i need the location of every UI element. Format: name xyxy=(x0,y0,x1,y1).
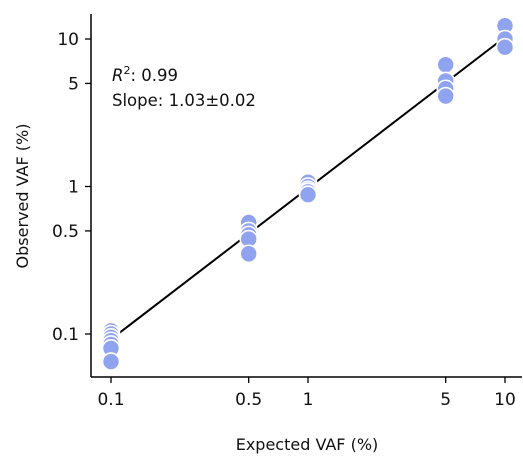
r-squared-symbol: R xyxy=(112,66,123,85)
data-point xyxy=(298,185,318,204)
data-point xyxy=(239,244,258,264)
r-squared-value: : 0.99 xyxy=(130,66,178,85)
data-point xyxy=(436,55,455,74)
data-point xyxy=(495,37,515,57)
x-tick-label: 0.1 xyxy=(97,390,124,410)
r-squared-superscript: 2 xyxy=(123,64,130,77)
y-tick-label: 0.1 xyxy=(52,325,79,345)
data-points xyxy=(101,16,515,371)
data-point xyxy=(436,86,455,106)
x-tick-label: 1 xyxy=(303,390,314,410)
x-tick-label: 0.5 xyxy=(235,390,262,410)
y-ticks: 0.1 0.5 1 5 10 xyxy=(52,30,91,345)
x-tick-label: 5 xyxy=(440,390,451,410)
data-point xyxy=(101,352,121,371)
y-tick-label: 1 xyxy=(68,178,79,198)
slope-annotation: Slope: 1.03±0.02 xyxy=(112,91,256,110)
x-axis-title: Expected VAF (%) xyxy=(236,435,379,454)
y-tick-label: 5 xyxy=(68,74,79,94)
x-tick-label: 10 xyxy=(494,390,516,410)
y-axis-title: Observed VAF (%) xyxy=(13,124,32,269)
r-squared-annotation: R2: 0.99 xyxy=(112,64,178,85)
axes xyxy=(90,14,522,378)
y-tick-label: 10 xyxy=(57,30,79,50)
x-ticks: 0.1 0.5 1 5 10 xyxy=(97,377,516,410)
y-tick-label: 0.5 xyxy=(52,222,79,242)
